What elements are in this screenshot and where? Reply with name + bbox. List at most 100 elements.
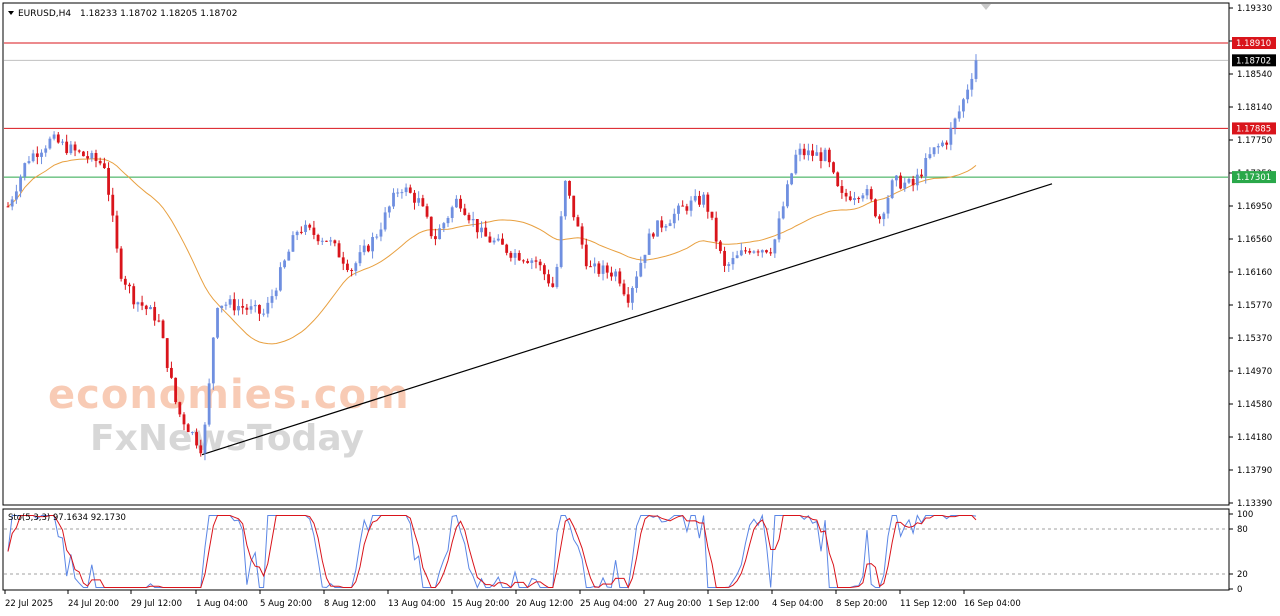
candle-body — [19, 176, 22, 192]
time-tick-label: 8 Aug 12:00 — [324, 599, 376, 609]
candle-body — [77, 150, 81, 152]
chart-shift-marker-icon[interactable] — [981, 4, 991, 10]
stochastic-label: Sto(5,3,3) 97.1634 92.1730 — [8, 513, 126, 523]
time-axis: 22 Jul 2025 24 Jul 20:00 29 Jul 12:00 1 Aug… — [4, 590, 1021, 609]
candle-body — [52, 134, 56, 139]
candle-body — [647, 233, 651, 255]
candle-body — [878, 216, 882, 220]
time-tick-label: 24 Jul 20:00 — [68, 599, 119, 609]
candle-body — [237, 306, 240, 311]
candle-body — [350, 270, 354, 272]
candle-body — [668, 223, 672, 226]
level-lines — [4, 42, 1228, 178]
candle-body — [253, 304, 257, 307]
price-badge-label: 1.18702 — [1236, 56, 1271, 66]
candle-body — [346, 263, 349, 271]
candle-body — [848, 196, 852, 201]
candle-body — [781, 206, 785, 219]
price-tick-label: 1.16160 — [1237, 268, 1272, 278]
candle-body — [806, 150, 810, 156]
candle-body — [714, 217, 718, 242]
candle-body — [438, 228, 442, 240]
price-tick-label: 1.13390 — [1237, 499, 1272, 509]
candle-body — [522, 260, 525, 262]
candle-body — [626, 294, 630, 303]
time-tick-label: 8 Sep 20:00 — [836, 599, 887, 609]
candle-body — [366, 245, 370, 252]
candle-body — [249, 306, 253, 310]
candle-body — [232, 299, 236, 311]
candle-body — [819, 152, 823, 162]
candle-body — [174, 377, 178, 403]
candle-body — [413, 192, 416, 203]
candle-body — [580, 226, 584, 245]
candle-body — [266, 302, 270, 314]
candle-body — [639, 262, 643, 277]
candle-body — [216, 307, 219, 338]
candle-body — [911, 179, 915, 186]
candle-body — [245, 307, 249, 310]
candle-body — [874, 199, 877, 217]
candle-body — [643, 254, 647, 263]
candle-body — [920, 174, 923, 177]
candle-body — [681, 205, 685, 207]
candle-body — [73, 144, 77, 151]
candle-body — [157, 320, 161, 322]
candle-body — [140, 302, 144, 306]
candle-body — [827, 149, 831, 163]
candle-body — [949, 127, 953, 145]
candle-body — [538, 261, 542, 266]
candle-body — [480, 227, 483, 233]
candle-body — [752, 251, 756, 253]
candle-body — [924, 158, 928, 177]
candle-body — [756, 251, 760, 253]
candle-body — [211, 337, 215, 384]
candle-body — [739, 250, 743, 256]
candle-body — [123, 278, 127, 285]
time-tick-label: 1 Aug 04:00 — [196, 599, 248, 609]
candle-body — [941, 142, 944, 147]
candle-body — [601, 265, 605, 274]
candle-body — [693, 195, 697, 201]
time-tick-label: 4 Sep 04:00 — [772, 599, 823, 609]
candle-body — [505, 244, 509, 253]
price-label-badges: 1.18910 1.18702 1.17885 1.17301 — [1232, 37, 1276, 184]
candle-body — [408, 187, 412, 193]
candle-body — [115, 215, 119, 249]
price-tick-label: 1.17750 — [1237, 136, 1272, 146]
candle-body — [442, 223, 446, 229]
candle-body — [551, 283, 555, 287]
candle-body — [199, 445, 203, 454]
candle-body — [10, 199, 14, 207]
price-badge-label: 1.18910 — [1236, 39, 1271, 49]
candle-body — [56, 134, 60, 143]
price-tick-label: 1.14580 — [1237, 400, 1272, 410]
price-badge — [1232, 37, 1276, 49]
chevron-down-icon[interactable] — [8, 11, 14, 15]
candle-body — [383, 212, 387, 230]
candle-body — [563, 180, 567, 217]
candle-body — [111, 194, 115, 216]
price-badge — [1232, 122, 1276, 135]
time-tick-label: 15 Aug 20:00 — [452, 599, 509, 609]
main-panel-frame — [2, 2, 1230, 506]
price-badge-label: 1.17885 — [1236, 124, 1271, 134]
candle-body — [291, 235, 295, 252]
candle-body — [614, 271, 618, 277]
watermark-line1: economies.com — [48, 372, 410, 418]
candle-body — [853, 198, 856, 201]
candle-body — [48, 138, 52, 149]
candle-body — [903, 182, 907, 189]
candle-body — [362, 245, 366, 253]
candle-body — [65, 141, 69, 154]
chart-header: EURUSD,H4 1.18233 1.18702 1.18205 1.1870… — [8, 9, 237, 19]
candle-body — [224, 304, 228, 306]
candle-body — [320, 240, 324, 242]
candle-body — [832, 162, 835, 173]
candle-body — [530, 260, 534, 263]
candle-body — [270, 296, 274, 303]
candle-body — [262, 313, 266, 315]
candle-body — [337, 243, 341, 258]
candle-body — [534, 260, 538, 262]
